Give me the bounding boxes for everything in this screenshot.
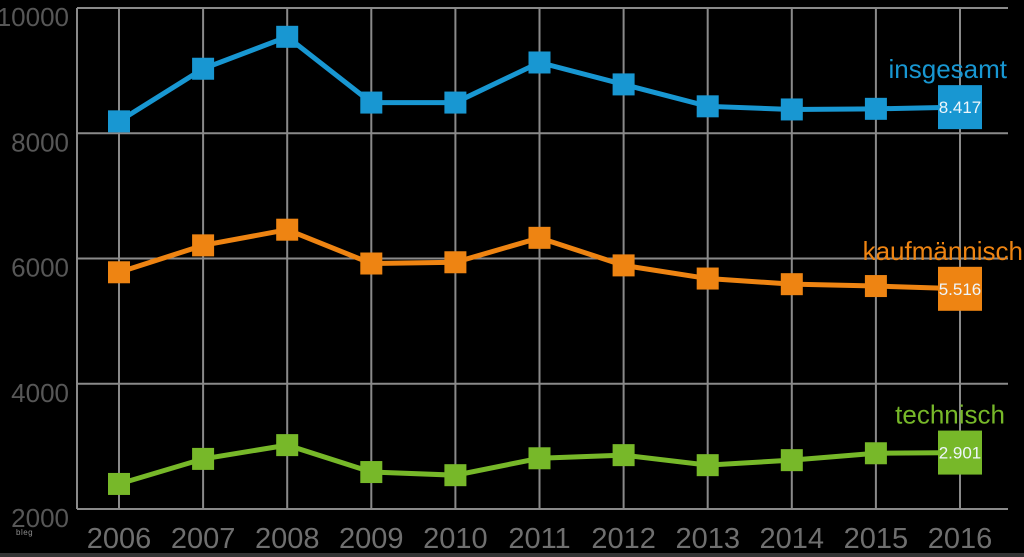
y-tick-label-10000: 10000: [0, 2, 69, 32]
marker-technisch-2010: [444, 464, 467, 487]
marker-technisch-2015: [864, 442, 887, 465]
marker-kaufmännisch-2007: [192, 234, 215, 257]
marker-technisch-2014: [780, 449, 803, 472]
marker-technisch-2006: [108, 472, 130, 495]
marker-technisch-2008: [276, 434, 299, 457]
x-tick-label-2011: 2011: [508, 523, 570, 555]
marker-technisch-2011: [528, 447, 551, 470]
marker-kaufmännisch-2006: [108, 261, 130, 284]
x-tick-label-2016: 2016: [928, 523, 993, 555]
marker-kaufmännisch-2008: [276, 218, 299, 241]
marker-insgesamt-2015: [864, 97, 887, 120]
end-marker-insgesamt-2016: [938, 85, 982, 130]
marker-insgesamt-2007: [192, 57, 215, 80]
marker-technisch-2012: [612, 444, 635, 467]
marker-kaufmännisch-2013: [696, 267, 719, 290]
value-label-insgesamt: 8.417: [939, 98, 982, 117]
x-tick-label-2007: 2007: [171, 523, 236, 555]
marker-kaufmännisch-2009: [360, 252, 383, 275]
value-label-technisch: 2.901: [939, 444, 982, 463]
marker-technisch-2009: [360, 461, 383, 484]
marker-insgesamt-2014: [780, 98, 803, 121]
y-tick-label-2000: 2000: [11, 503, 69, 533]
series-label-kaufmännisch: kaufmännisch: [863, 236, 1023, 266]
x-tick-label-2008: 2008: [255, 523, 320, 555]
marker-technisch-2007: [192, 447, 215, 470]
end-marker-technisch-2016: [938, 430, 982, 475]
marker-kaufmännisch-2014: [780, 273, 803, 296]
marker-insgesamt-2006: [108, 110, 130, 133]
x-tick-label-2012: 2012: [591, 523, 656, 555]
marker-technisch-2013: [696, 454, 719, 477]
marker-insgesamt-2008: [276, 25, 299, 48]
x-tick-label-2014: 2014: [760, 523, 825, 555]
x-tick-label-2006: 2006: [87, 523, 152, 555]
x-tick-label-2009: 2009: [339, 523, 404, 555]
y-tick-label-8000: 8000: [11, 127, 69, 157]
marker-kaufmännisch-2012: [612, 254, 635, 277]
marker-kaufmännisch-2011: [528, 226, 551, 249]
x-tick-label-2015: 2015: [844, 523, 909, 555]
marker-insgesamt-2012: [612, 73, 635, 96]
marker-kaufmännisch-2010: [444, 251, 467, 274]
x-tick-label-2010: 2010: [423, 523, 488, 555]
marker-insgesamt-2010: [444, 91, 467, 114]
bottom-border: [0, 553, 1024, 557]
y-tick-label-6000: 6000: [11, 253, 69, 283]
series-label-insgesamt: insgesamt: [889, 54, 1008, 84]
marker-kaufmännisch-2015: [864, 275, 887, 298]
end-marker-kaufmännisch-2016: [938, 266, 982, 311]
series-label-technisch: technisch: [895, 400, 1005, 430]
watermark-text: bleg: [16, 528, 34, 537]
marker-insgesamt-2011: [528, 51, 551, 74]
value-label-kaufmännisch: 5.516: [939, 280, 982, 299]
y-tick-label-4000: 4000: [11, 378, 69, 408]
marker-insgesamt-2009: [360, 91, 383, 114]
marker-insgesamt-2013: [696, 95, 719, 118]
x-tick-label-2013: 2013: [675, 523, 740, 555]
